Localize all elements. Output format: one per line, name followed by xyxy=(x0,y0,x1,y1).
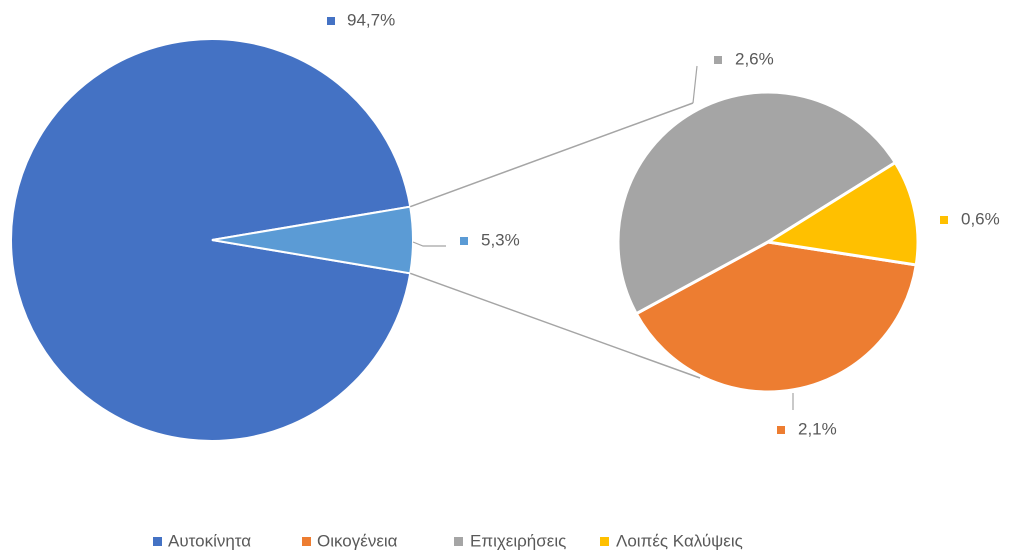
legend-label: Αυτοκίνητα xyxy=(168,531,251,550)
label-marker xyxy=(714,56,722,64)
legend-label: Λοιπές Καλύψεις xyxy=(616,531,743,550)
data-label: 94,7% xyxy=(347,10,395,29)
pie-slice xyxy=(763,160,920,267)
connector-line xyxy=(409,272,701,379)
leader-line xyxy=(412,241,446,247)
pie-slice xyxy=(616,90,898,316)
data-label: 0,6% xyxy=(961,209,1000,228)
legend-marker xyxy=(302,537,311,546)
data-label: 2,6% xyxy=(735,49,774,68)
legend-marker xyxy=(600,537,609,546)
label-marker xyxy=(460,237,468,245)
legend-label: Επιχειρήσεις xyxy=(470,531,566,550)
legend-marker xyxy=(454,537,463,546)
data-label: 2,1% xyxy=(798,419,837,438)
pie-slice xyxy=(10,38,412,442)
data-label: 5,3% xyxy=(481,230,520,249)
pie-slice xyxy=(634,240,918,394)
leader-line xyxy=(692,65,698,104)
legend-label: Οικογένεια xyxy=(317,531,398,550)
pie-slice xyxy=(211,205,414,275)
label-marker xyxy=(940,216,948,224)
connector-line xyxy=(409,102,694,208)
label-marker xyxy=(777,426,785,434)
legend-marker xyxy=(153,537,162,546)
label-marker xyxy=(327,17,335,25)
